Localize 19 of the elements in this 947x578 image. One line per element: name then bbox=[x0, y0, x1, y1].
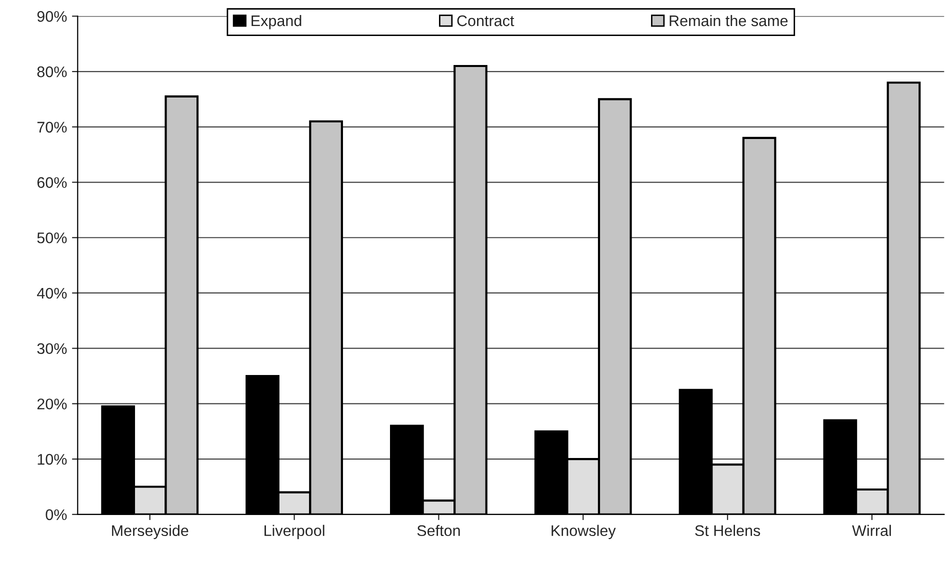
x-tick-label: Sefton bbox=[417, 524, 460, 536]
y-tick-label: 60% bbox=[37, 177, 67, 188]
x-tick-label: Wirral bbox=[852, 524, 891, 536]
y-tick-label: 70% bbox=[37, 122, 67, 133]
x-tick-label: St Helens bbox=[695, 524, 760, 536]
x-tick-label: Merseyside bbox=[112, 524, 188, 540]
y-tick-label: 40% bbox=[37, 288, 67, 299]
x-tick-label: Knowsley bbox=[552, 524, 616, 540]
y-tick-label: 80% bbox=[37, 66, 67, 78]
y-tick-label: 50% bbox=[37, 232, 67, 244]
legend-label: Expand bbox=[252, 14, 302, 30]
y-tick-label: 30% bbox=[37, 343, 67, 354]
y-tick-label: 90% bbox=[37, 11, 67, 22]
x-tick-label: Liverpool bbox=[264, 524, 324, 540]
y-tick-label: 10% bbox=[38, 454, 67, 465]
y-tick-label: 20% bbox=[37, 398, 67, 410]
legend-label: Contract bbox=[457, 15, 514, 26]
legend-label: Remain the same bbox=[670, 14, 788, 26]
y-tick-label: 0% bbox=[46, 509, 67, 520]
